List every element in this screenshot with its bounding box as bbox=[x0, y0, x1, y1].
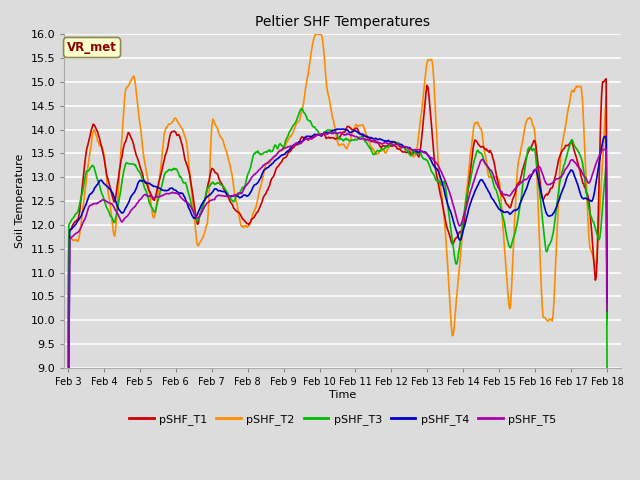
pSHF_T4 bbox=[471, 189, 479, 194]
pSHF_T3 bbox=[471, 156, 479, 161]
pSHF_T3 bbox=[604, 366, 611, 372]
pSHF_T4 bbox=[425, 154, 433, 159]
pSHF_T4 bbox=[308, 133, 316, 139]
pSHF_T5 bbox=[159, 192, 167, 198]
Line: pSHF_T5: pSHF_T5 bbox=[68, 132, 607, 480]
X-axis label: Time: Time bbox=[329, 390, 356, 400]
pSHF_T1 bbox=[308, 134, 316, 140]
pSHF_T1 bbox=[64, 416, 72, 422]
Line: pSHF_T4: pSHF_T4 bbox=[68, 129, 607, 480]
pSHF_T1 bbox=[203, 189, 211, 195]
pSHF_T5 bbox=[203, 201, 211, 206]
Y-axis label: Soil Temperature: Soil Temperature bbox=[15, 154, 25, 248]
pSHF_T2 bbox=[425, 58, 433, 63]
Legend: pSHF_T1, pSHF_T2, pSHF_T3, pSHF_T4, pSHF_T5: pSHF_T1, pSHF_T2, pSHF_T3, pSHF_T4, pSHF… bbox=[125, 409, 561, 429]
pSHF_T3 bbox=[298, 106, 306, 111]
pSHF_T2 bbox=[604, 321, 611, 327]
pSHF_T4 bbox=[383, 138, 390, 144]
pSHF_T4 bbox=[203, 194, 211, 200]
pSHF_T2 bbox=[312, 32, 319, 37]
Line: pSHF_T3: pSHF_T3 bbox=[68, 108, 607, 416]
pSHF_T1 bbox=[382, 143, 390, 149]
pSHF_T3 bbox=[203, 188, 211, 194]
pSHF_T2 bbox=[64, 420, 72, 425]
pSHF_T2 bbox=[308, 46, 316, 51]
pSHF_T1 bbox=[159, 161, 167, 167]
Line: pSHF_T1: pSHF_T1 bbox=[68, 79, 607, 419]
pSHF_T4 bbox=[339, 126, 346, 132]
Title: Peltier SHF Temperatures: Peltier SHF Temperatures bbox=[255, 15, 430, 29]
pSHF_T3 bbox=[425, 161, 433, 167]
pSHF_T1 bbox=[424, 84, 432, 90]
pSHF_T3 bbox=[64, 413, 72, 419]
pSHF_T5 bbox=[383, 140, 390, 146]
pSHF_T5 bbox=[425, 153, 433, 159]
pSHF_T1 bbox=[470, 141, 477, 147]
pSHF_T3 bbox=[309, 123, 317, 129]
pSHF_T2 bbox=[471, 120, 479, 126]
pSHF_T5 bbox=[471, 176, 479, 181]
pSHF_T1 bbox=[604, 314, 611, 320]
pSHF_T2 bbox=[383, 148, 390, 154]
pSHF_T2 bbox=[203, 222, 211, 228]
pSHF_T4 bbox=[604, 300, 611, 306]
pSHF_T3 bbox=[159, 176, 167, 182]
pSHF_T5 bbox=[326, 130, 333, 135]
Line: pSHF_T2: pSHF_T2 bbox=[68, 35, 607, 422]
pSHF_T2 bbox=[159, 141, 167, 146]
pSHF_T5 bbox=[308, 136, 316, 142]
Text: VR_met: VR_met bbox=[67, 41, 117, 54]
pSHF_T3 bbox=[383, 144, 390, 150]
pSHF_T1 bbox=[602, 76, 610, 82]
pSHF_T4 bbox=[159, 188, 167, 193]
pSHF_T5 bbox=[604, 308, 611, 314]
